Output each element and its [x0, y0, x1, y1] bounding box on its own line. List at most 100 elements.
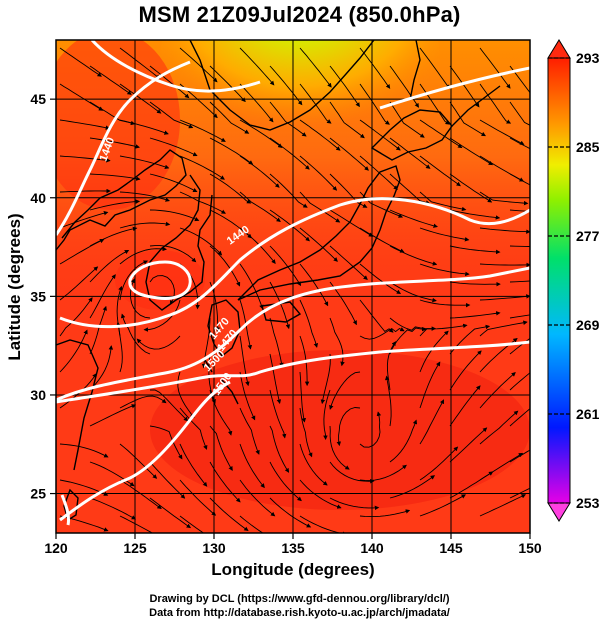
x-tick-label: 140 — [360, 540, 384, 556]
colorbar-tick-label: 285 — [576, 139, 599, 155]
streamline-47 — [509, 137, 530, 150]
colorbar-lower-arrow — [547, 502, 571, 522]
x-axis-title: Longitude (degrees) — [211, 560, 374, 579]
colorbar-tick-label: 261 — [576, 406, 599, 422]
warm-patch-south — [150, 350, 530, 510]
streamline-85 — [359, 227, 405, 253]
streamline-131 — [239, 335, 250, 387]
streamline-118 — [419, 299, 471, 308]
colorbar-tick-label: 293 — [576, 50, 599, 66]
streamline-146 — [177, 371, 195, 419]
streamline-79 — [509, 209, 530, 212]
streamline-213 — [359, 509, 411, 518]
streamline-37 — [359, 119, 401, 151]
streamline-21 — [359, 83, 390, 125]
streamline-52 — [299, 155, 338, 191]
chart-title: MSM 21Z09Jul2024 (850.0hPa) — [138, 2, 461, 27]
streamline-190 — [449, 427, 488, 463]
colorbar-tick-label: 253 — [576, 495, 599, 511]
geopotential-contours — [56, 40, 530, 526]
streamline-58 — [209, 173, 252, 204]
streamline-67 — [239, 191, 281, 223]
credits: Drawing by DCL (https://www.gfd-dennou.o… — [0, 592, 599, 620]
coastline-russia — [189, 40, 375, 131]
streamline-22 — [419, 83, 450, 125]
streamline-205 — [389, 475, 436, 499]
streamline-3 — [239, 47, 275, 86]
contour-top — [90, 40, 261, 93]
streamline-209 — [119, 515, 154, 533]
colorbar-ticks: 293 285 277 269 261 253 — [548, 50, 599, 511]
streamline-27 — [269, 101, 307, 137]
streamline-25 — [149, 101, 194, 129]
streamline-112 — [59, 266, 99, 301]
streamline-111 — [509, 280, 530, 283]
streamline-211 — [239, 515, 264, 533]
x-axis: 120 125 130 135 140 145 150 — [44, 533, 542, 556]
streamline-56 — [89, 173, 141, 181]
streamline-170 — [209, 425, 233, 471]
streamline-54 — [419, 155, 461, 187]
streamline-99 — [239, 263, 264, 310]
streamline-196 — [299, 479, 342, 509]
streamline-94 — [449, 245, 501, 255]
colorbar-tick-label: 269 — [576, 317, 599, 333]
streamline-207 — [509, 487, 530, 499]
streamline-181 — [359, 411, 382, 448]
streamline-210 — [179, 515, 205, 533]
streamline-90 — [209, 245, 241, 287]
streamline-95 — [509, 245, 530, 247]
streamline-165 — [336, 407, 361, 447]
streamline-194 — [179, 479, 217, 516]
streamline-148 — [299, 371, 307, 423]
y-tick-label: 30 — [30, 387, 46, 403]
streamline-39 — [479, 119, 525, 145]
streamline-64 — [59, 188, 111, 194]
streamline-100 — [299, 263, 329, 307]
streamline-113 — [119, 260, 149, 301]
streamline-119 — [479, 294, 530, 301]
streamline-66 — [179, 191, 226, 214]
streamline-28 — [329, 101, 365, 139]
coastline-korea — [145, 174, 213, 311]
x-tick-label: 135 — [281, 540, 305, 556]
y-tick-label: 25 — [30, 486, 46, 502]
streamline-71 — [479, 191, 529, 206]
streamline-65 — [119, 191, 170, 202]
streamline-9 — [149, 65, 190, 99]
contour-taiwan — [60, 494, 70, 526]
streamline-84 — [299, 227, 338, 262]
streamline-5 — [359, 47, 391, 89]
streamline-109 — [389, 281, 437, 303]
streamline-173 — [384, 375, 392, 427]
streamline-155 — [269, 389, 287, 439]
streamline-147 — [239, 371, 256, 421]
streamline-140 — [320, 353, 331, 405]
streamline-157 — [386, 341, 396, 391]
streamline-169 — [149, 425, 183, 460]
streamline-11 — [269, 65, 303, 106]
streamline-195 — [239, 479, 276, 517]
streamline-34 — [179, 119, 226, 142]
streamline-6 — [419, 47, 450, 90]
contour-1500 — [56, 340, 530, 404]
streamline-41 — [149, 137, 198, 157]
streamline-162 — [179, 407, 208, 450]
streamline-166 — [419, 361, 441, 409]
streamline-31 — [509, 101, 530, 126]
contour-1440-a — [56, 60, 191, 236]
streamline-116 — [299, 299, 319, 348]
streamline-214 — [419, 494, 466, 517]
streamline-185 — [149, 461, 186, 499]
streamline-164 — [299, 407, 313, 458]
streamline-107 — [269, 281, 291, 330]
streamline-139 — [269, 353, 282, 404]
streamline-1 — [119, 47, 161, 80]
contour-1470 — [56, 266, 530, 402]
streamline-70 — [419, 191, 467, 212]
streamline-82 — [179, 227, 223, 256]
streamline-86 — [419, 227, 470, 242]
streamline-189 — [389, 419, 418, 463]
streamline-104 — [89, 249, 130, 283]
streamline-92 — [329, 245, 368, 280]
